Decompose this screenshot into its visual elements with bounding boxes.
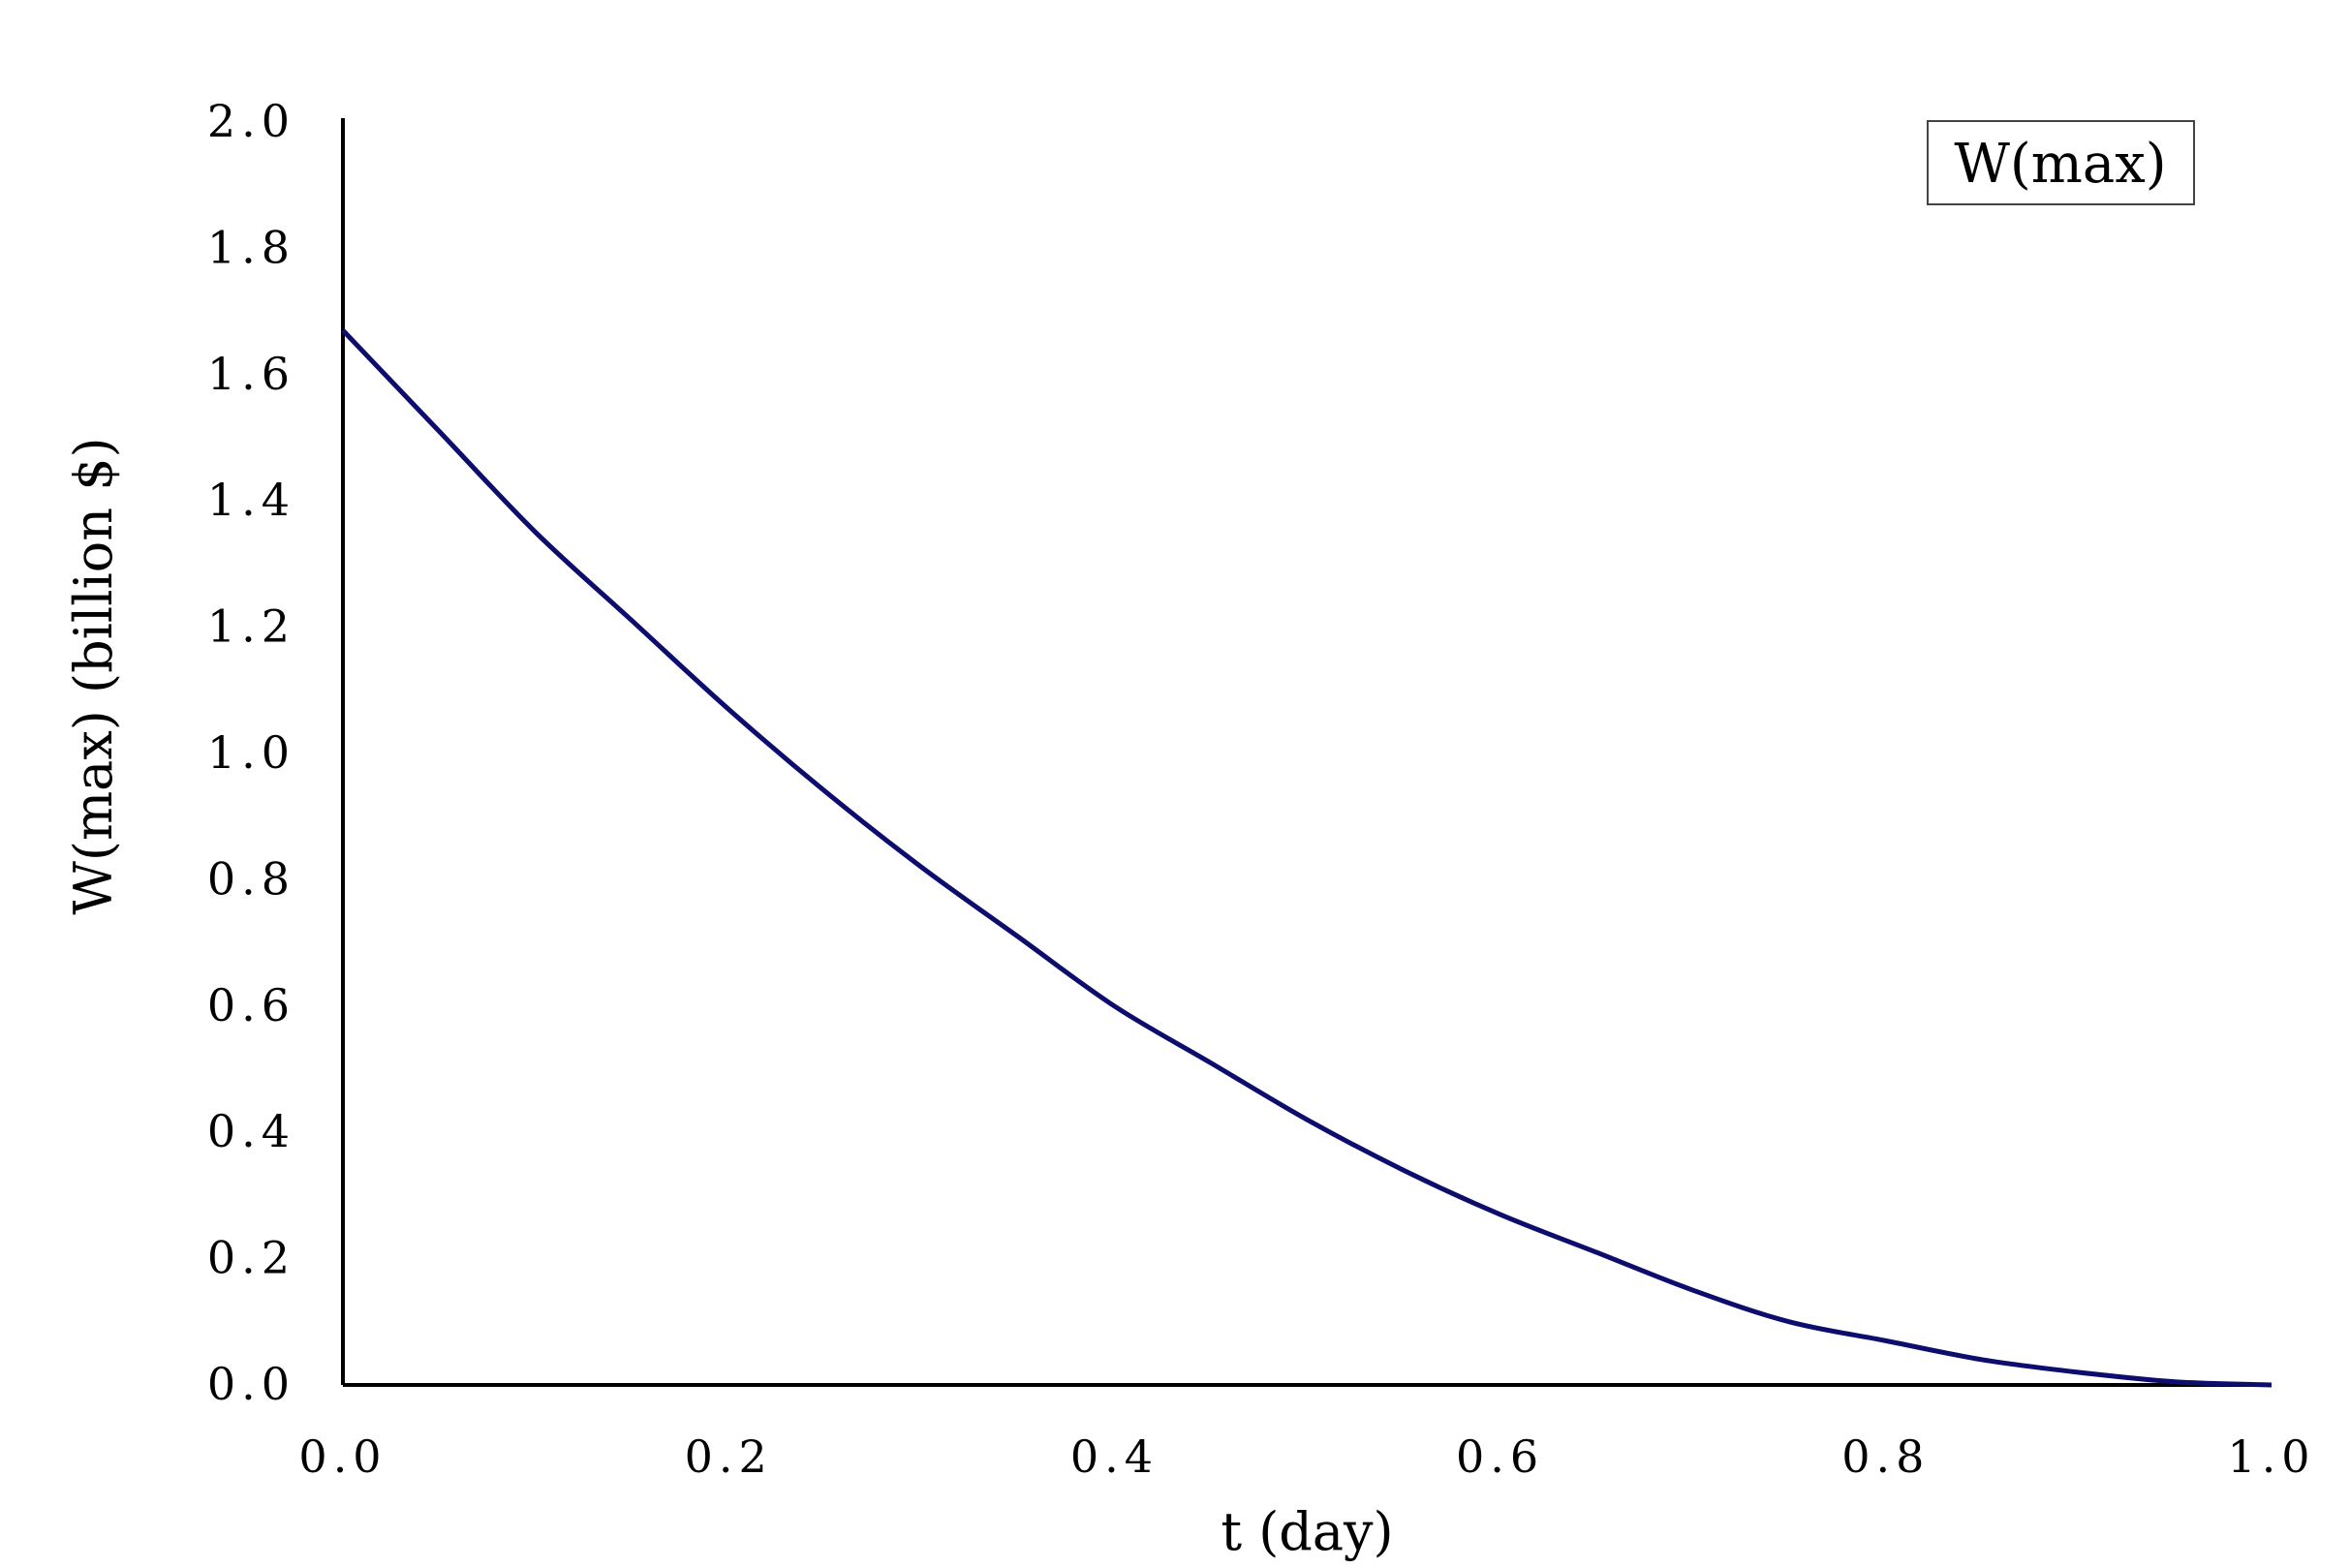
y-tick-label: 0.8 bbox=[207, 852, 295, 905]
x-tick-label: 0.8 bbox=[1841, 1430, 1930, 1483]
y-tick-label: 1.2 bbox=[207, 600, 295, 653]
x-axis-title: t (day) bbox=[1221, 1501, 1393, 1562]
y-tick-label: 0.0 bbox=[207, 1358, 295, 1410]
x-tick-label: 1.0 bbox=[2227, 1430, 2315, 1483]
x-tick-label: 0.4 bbox=[1070, 1430, 1159, 1483]
y-tick-label: 1.4 bbox=[207, 474, 295, 526]
y-tick-label: 1.8 bbox=[207, 221, 295, 273]
y-tick-label: 2.0 bbox=[207, 95, 295, 147]
x-tick-labels: 0.0 0.2 0.4 0.6 0.8 1.0 bbox=[298, 1430, 2315, 1483]
legend-label: W(max) bbox=[1954, 133, 2166, 196]
legend-box bbox=[1927, 120, 2195, 205]
x-tick-label: 0.6 bbox=[1456, 1430, 1544, 1483]
y-axis-title: W(max) (billion $) bbox=[63, 437, 124, 914]
y-tick-label: 0.6 bbox=[207, 979, 295, 1031]
y-tick-label: 1.0 bbox=[207, 726, 295, 779]
legend: W(max) bbox=[1927, 120, 2195, 205]
y-tick-labels: 0.0 0.2 0.4 0.6 0.8 1.0 1.2 1.4 1.6 1.8 2.0 bbox=[207, 95, 295, 1410]
series-line-0 bbox=[341, 328, 2273, 1388]
x-tick-label: 0.2 bbox=[685, 1430, 773, 1483]
series-layer bbox=[341, 328, 2273, 1388]
y-tick-label: 1.6 bbox=[207, 348, 295, 400]
y-tick-label: 0.2 bbox=[207, 1232, 295, 1284]
y-tick-label: 0.4 bbox=[207, 1105, 295, 1157]
x-tick-label: 0.0 bbox=[298, 1430, 387, 1483]
axes bbox=[341, 118, 2272, 1387]
